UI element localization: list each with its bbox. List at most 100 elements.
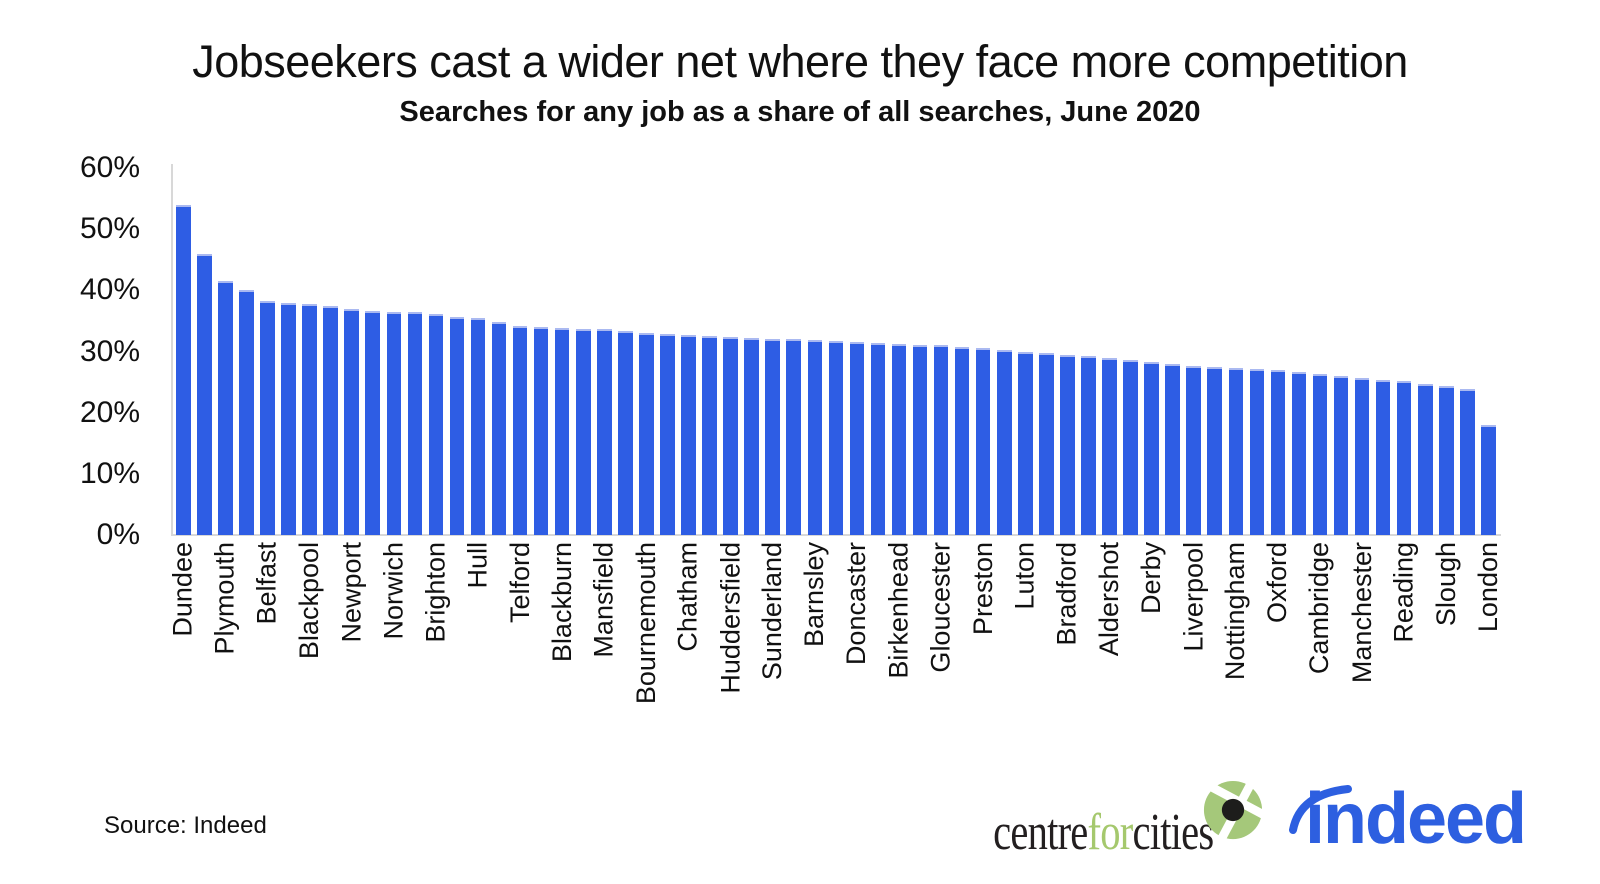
x-axis-city-label: London	[1472, 542, 1503, 633]
centre-for-cities-pinwheel-icon	[1202, 778, 1264, 842]
bar	[239, 290, 254, 535]
bar	[912, 344, 928, 535]
y-axis-tick-label: 20%	[79, 395, 140, 429]
indeed-wordmark: indeed	[1305, 779, 1527, 859]
bar-telford	[512, 325, 528, 535]
bar	[575, 328, 591, 535]
x-axis-city-label: Sunderland	[757, 542, 788, 681]
bar	[744, 338, 759, 535]
bar	[449, 316, 465, 535]
x-axis-city-label: Birkenhead	[883, 542, 914, 679]
bar	[1375, 380, 1391, 535]
bar	[1039, 353, 1054, 535]
bar	[1165, 363, 1180, 535]
x-axis-city-label: Huddersfield	[715, 542, 746, 694]
centre-for-cities-logo: centreforcities	[992, 804, 1214, 861]
x-axis-city-label: Telford	[504, 542, 535, 624]
bar	[323, 306, 338, 535]
x-axis-city-label: Manchester	[1346, 542, 1377, 684]
centre-for-cities-logo-part3: cities	[1132, 804, 1214, 861]
bar	[491, 321, 507, 535]
bar	[702, 336, 717, 535]
bar-gloucester	[933, 345, 949, 535]
x-axis-city-label: Belfast	[252, 542, 282, 625]
bar	[1207, 366, 1223, 535]
bar-chatham	[681, 334, 696, 535]
bar	[533, 327, 549, 535]
bar	[954, 346, 970, 535]
x-axis-city-label: Aldershot	[1094, 542, 1124, 657]
bar-belfast	[260, 301, 275, 535]
bar	[365, 311, 381, 535]
bar	[1123, 360, 1138, 535]
x-axis-city-label: Oxford	[1262, 542, 1293, 624]
bar-huddersfield	[723, 337, 738, 535]
x-axis-city-label: Bournemouth	[630, 542, 661, 705]
bar-blackpool	[302, 303, 317, 535]
bar-dundee	[176, 204, 191, 535]
bar-newport	[344, 308, 359, 535]
bar	[786, 339, 802, 535]
bar-bournemouth	[639, 332, 654, 535]
x-axis-city-label: Hull	[462, 542, 493, 589]
bar-cambridge	[1312, 373, 1328, 535]
x-axis-city-label: Slough	[1430, 542, 1461, 627]
bar-norwich	[386, 311, 402, 535]
x-axis-city-label: Blackpool	[294, 542, 325, 660]
bar-preston	[975, 347, 991, 535]
chart-subtitle: Searches for any job as a share of all s…	[399, 96, 1201, 128]
x-axis-city-label: Preston	[967, 542, 998, 636]
x-axis-city-label: Reading	[1388, 542, 1419, 643]
bar-slough	[1439, 385, 1454, 535]
indeed-arc-icon	[1289, 785, 1352, 834]
centre-for-cities-logo-part1: centre	[992, 804, 1088, 861]
x-axis-city-label: Luton	[1009, 542, 1040, 610]
bar-liverpool	[1186, 365, 1201, 535]
chart-title: Jobseekers cast a wider net where they f…	[192, 36, 1408, 87]
source-note: Source: Indeed	[104, 812, 267, 839]
indeed-logo: indeed	[1288, 768, 1538, 868]
bar	[281, 302, 296, 535]
bar-nottingham	[1228, 368, 1244, 535]
bar-barnsley	[807, 340, 823, 535]
bar-mansfield	[597, 329, 612, 535]
x-axis-city-label: Brighton	[420, 542, 451, 643]
centre-for-cities-logo-part2: for	[1087, 804, 1133, 861]
bar	[996, 349, 1012, 535]
bar-bradford	[1060, 354, 1075, 535]
x-axis-city-label: Plymouth	[209, 542, 240, 655]
bar-derby	[1144, 361, 1159, 535]
y-axis-tick-label: 60%	[79, 151, 140, 184]
bar	[1249, 369, 1265, 535]
bar-plymouth	[218, 281, 233, 535]
bar	[197, 253, 212, 535]
bar	[1460, 388, 1475, 535]
x-axis-city-label: Dundee	[167, 542, 198, 637]
bar-doncaster	[849, 341, 865, 535]
bar-sunderland	[765, 338, 780, 535]
bar	[1081, 356, 1096, 535]
x-axis-line	[171, 534, 1501, 536]
x-axis-city-label: Liverpool	[1178, 542, 1209, 652]
x-axis-city-label: Bradford	[1051, 542, 1082, 646]
y-axis-tick-label: 30%	[79, 334, 140, 368]
y-axis-tick-label: 0%	[96, 518, 140, 551]
y-axis-tick-label: 50%	[79, 212, 140, 246]
x-axis-city-label: Chatham	[673, 542, 703, 652]
bar-aldershot	[1102, 358, 1117, 535]
bar-luton	[1018, 351, 1033, 535]
x-axis-city-label: Gloucester	[925, 542, 956, 673]
y-axis-tick-label: 10%	[79, 456, 140, 490]
x-axis-city-label: Barnsley	[799, 542, 830, 648]
bar	[1333, 375, 1349, 535]
bar	[870, 342, 886, 535]
bar-manchester	[1354, 378, 1370, 535]
bar-reading	[1396, 381, 1412, 535]
bar	[828, 341, 844, 535]
x-axis-city-label: Norwich	[378, 542, 409, 640]
bar-london	[1481, 424, 1496, 535]
bar-birkenhead	[891, 343, 907, 535]
bar-blackburn	[554, 328, 570, 535]
y-axis-tick-label: 40%	[79, 273, 140, 307]
